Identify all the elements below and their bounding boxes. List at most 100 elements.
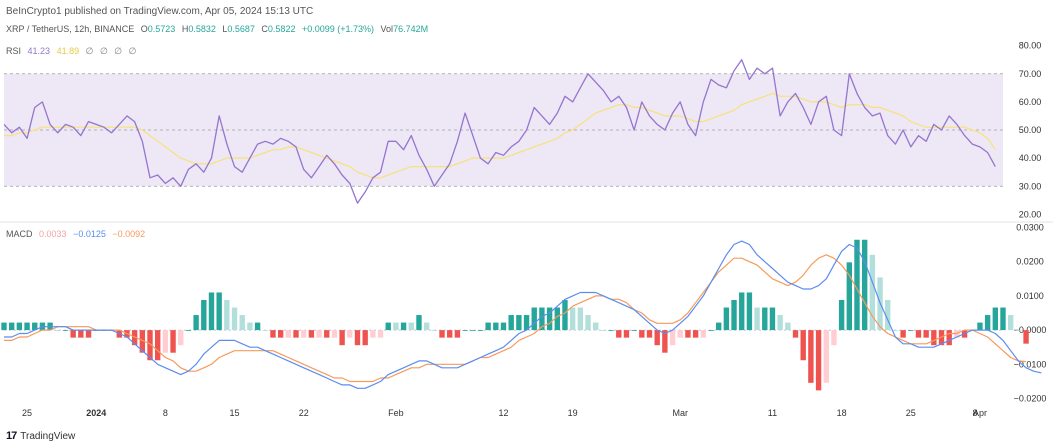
- macd-histogram-bar: [347, 330, 353, 338]
- macd-histogram-bar: [723, 307, 730, 331]
- macd-histogram-bar: [908, 330, 914, 331]
- macd-histogram-bar: [708, 330, 714, 331]
- macd-histogram-bar: [170, 330, 176, 353]
- macd-histogram-bar: [700, 330, 706, 338]
- macd-histogram-bar: [669, 330, 676, 346]
- macd-histogram-bar: [785, 322, 791, 331]
- macd-histogram-bar: [201, 299, 207, 331]
- rsi-ma-value: 41.89: [56, 46, 80, 56]
- rsi-y-tick-label: 20.00: [1019, 209, 1042, 219]
- macd-histogram-bar: [439, 330, 445, 338]
- macd-histogram-bar: [316, 330, 322, 338]
- macd-histogram-bar: [331, 330, 338, 338]
- x-tick-label: 8: [163, 408, 168, 418]
- macd-histogram-bar: [923, 330, 929, 338]
- macd-y-tick-label: −0.0200: [1014, 394, 1047, 404]
- macd-histogram-bar: [746, 292, 753, 331]
- macd-histogram-bar: [762, 307, 768, 331]
- macd-histogram-bar: [639, 330, 645, 338]
- macd-histogram-bar: [24, 322, 30, 331]
- macd-histogram-bar: [646, 330, 653, 338]
- macd-histogram-bar: [984, 315, 991, 331]
- macd-histogram-bar: [285, 330, 292, 338]
- macd-histogram-bar: [208, 292, 215, 331]
- macd-histogram-bar: [416, 315, 422, 331]
- macd-histogram-bar: [470, 330, 476, 331]
- macd-legend[interactable]: MACD 0.0033 −0.0125 −0.0092: [6, 229, 145, 239]
- rsi-y-tick-label: 50.00: [1019, 125, 1042, 135]
- rsi-extra-values: ∅ ∅ ∅ ∅: [85, 46, 139, 56]
- tradingview-brand-text: TradingView: [20, 430, 76, 442]
- macd-histogram-bar: [777, 315, 783, 331]
- symbol-ohlc-line: XRP / TetherUS, 12h, BINANCE O0.5723 H0.…: [6, 24, 428, 34]
- macd-histogram-bar: [715, 322, 722, 331]
- macd-histogram-bar: [1007, 315, 1014, 331]
- macd-y-tick-label: 0.0300: [1016, 222, 1044, 232]
- close-value: 0.5822: [267, 24, 296, 34]
- rsi-y-tick-label: 70.00: [1019, 69, 1042, 79]
- macd-histogram-bar: [400, 322, 407, 331]
- x-tick-label: 15: [230, 408, 240, 418]
- macd-histogram-bar: [239, 315, 245, 331]
- open-value: 0.5723: [147, 24, 176, 34]
- macd-histogram-bar: [508, 315, 514, 331]
- macd-histogram-bar: [931, 330, 937, 346]
- macd-signal-line: [4, 254, 1027, 383]
- macd-histogram-bar: [454, 330, 461, 338]
- macd-histogram-bar: [992, 307, 999, 331]
- high-value: 0.5832: [188, 24, 216, 34]
- macd-histogram-bar: [815, 330, 822, 391]
- macd-histogram-bar: [431, 330, 438, 331]
- macd-histogram-bar: [831, 330, 837, 346]
- macd-histogram-bar: [308, 330, 315, 338]
- macd-histogram-bar: [892, 330, 899, 331]
- macd-histogram-bar: [938, 330, 945, 346]
- x-tick-label: 18: [837, 408, 847, 418]
- macd-histogram-bar: [162, 330, 169, 353]
- macd-histogram-bar: [1, 322, 7, 331]
- rsi-ma-line: [4, 92, 996, 179]
- macd-histogram-bar: [823, 330, 829, 383]
- macd-histogram-bar: [78, 330, 84, 338]
- rsi-label: RSI: [6, 46, 22, 56]
- macd-histogram-bar: [293, 330, 299, 338]
- macd-histogram-bar: [193, 315, 199, 331]
- macd-histogram-bar: [946, 330, 952, 346]
- macd-histogram-bar: [185, 330, 192, 331]
- vol-label: Vol: [380, 24, 394, 34]
- macd-histogram-bar: [70, 330, 76, 338]
- macd-histogram-bar: [8, 322, 15, 331]
- macd-y-tick-label: −0.0100: [1014, 359, 1047, 369]
- macd-histogram-bar: [423, 322, 430, 331]
- macd-histogram-bar: [562, 299, 568, 331]
- macd-histogram-bar: [593, 322, 599, 331]
- macd-histogram-bar: [977, 322, 983, 331]
- macd-histogram-bar: [385, 322, 391, 331]
- macd-histogram-bar: [500, 322, 507, 331]
- rsi-value: 41.23: [27, 46, 51, 56]
- x-tick-label: 25: [22, 408, 32, 418]
- macd-histogram-bar: [447, 330, 453, 338]
- macd-histogram-bar: [569, 307, 576, 331]
- macd-y-tick-label: 0.0100: [1016, 291, 1044, 301]
- macd-histogram-bar: [808, 330, 814, 383]
- rsi-y-tick-label: 80.00: [1019, 41, 1042, 51]
- macd-histogram-bar: [1023, 330, 1029, 344]
- x-tick-label: Mar: [672, 408, 688, 418]
- macd-histogram-bar: [370, 330, 376, 338]
- rsi-legend[interactable]: RSI 41.23 41.89 ∅ ∅ ∅ ∅: [6, 46, 139, 57]
- macd-histogram-bar: [662, 330, 668, 353]
- x-tick-label: Apr: [973, 408, 987, 418]
- macd-histogram-bar: [393, 322, 399, 331]
- macd-histogram-bar: [600, 330, 607, 331]
- macd-histogram-bar: [55, 330, 61, 331]
- x-tick-label: 12: [498, 408, 508, 418]
- macd-histogram-bar: [915, 330, 922, 338]
- macd-line-value: −0.0125: [73, 229, 106, 239]
- macd-histogram-bar: [224, 299, 230, 331]
- macd-histogram-bar: [577, 307, 584, 331]
- macd-histogram-bar: [354, 330, 361, 346]
- macd-histogram-bar: [408, 322, 414, 331]
- symbol-name[interactable]: XRP / TetherUS, 12h, BINANCE: [6, 24, 135, 34]
